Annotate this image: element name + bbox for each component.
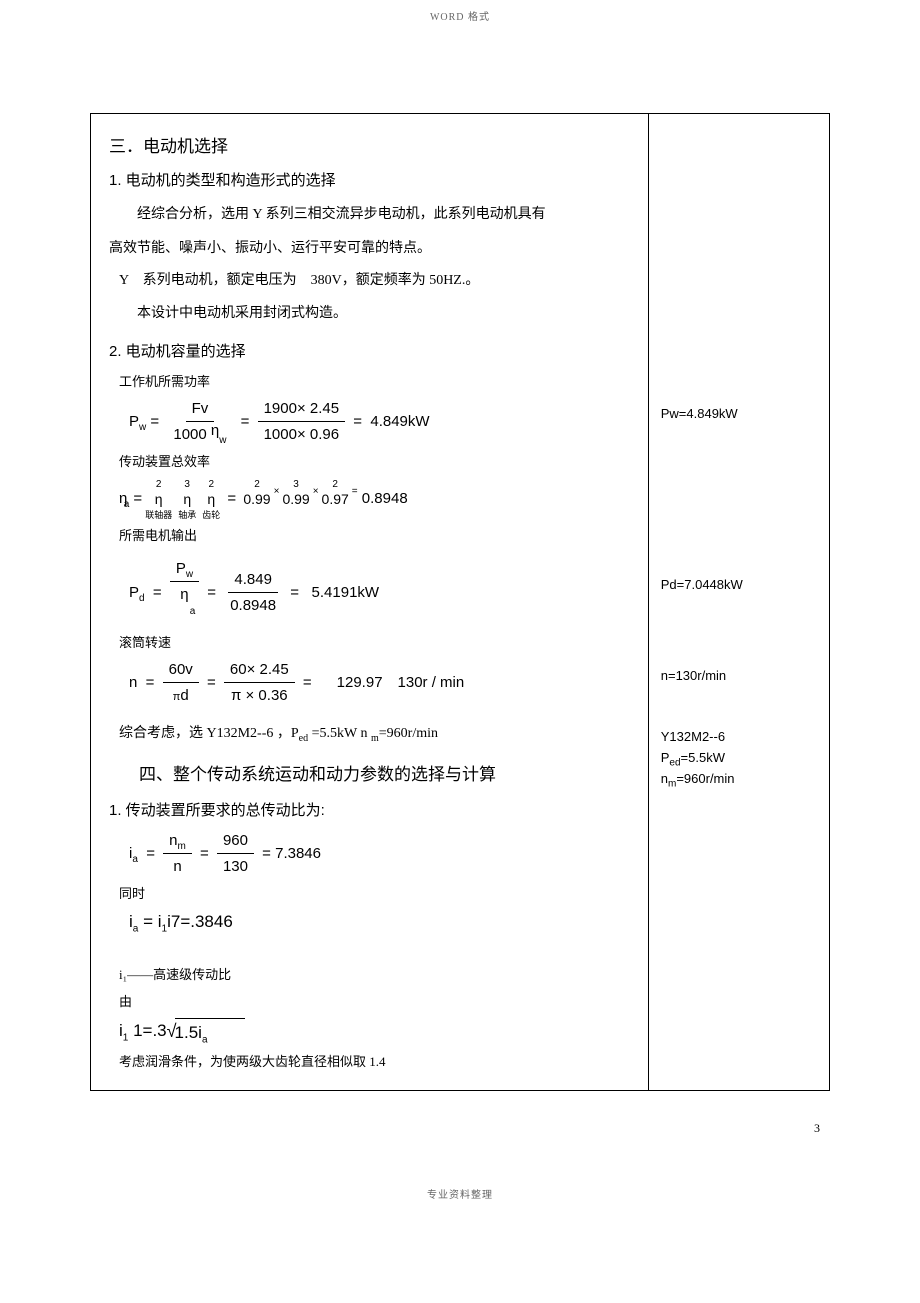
main-content-cell: 三．电动机选择 1. 电动机的类型和构造形式的选择 经综合分析，选用 Y 系列三…	[91, 114, 649, 1091]
s3s1-p2: 高效节能、噪声小、振动小、运行平安可靠的特点。	[109, 235, 630, 263]
section3-sub1-heading: 1. 电动机的类型和构造形式的选择	[109, 169, 630, 190]
formula-n: n = 60v πd = 60× 2.45 π × 0.36 =	[129, 659, 630, 706]
pw-lhs: Pw	[129, 411, 146, 432]
note-same: 同时	[119, 883, 630, 902]
ia-frac1-num: nm	[163, 830, 192, 854]
eta-result: 0.8948	[362, 488, 408, 509]
page: WORD 格式 三．电动机选择 1. 电动机的类型和构造形式的选择 经综合分析，…	[0, 0, 920, 1201]
side-pw: Pw=4.849kW	[661, 406, 821, 421]
pw-frac1-den: 1000 ηw	[167, 422, 232, 445]
note-you: 由	[119, 991, 630, 1010]
s3s1-p1: 经综合分析，选用 Y 系列三相交流异步电动机，此系列电动机具有	[109, 200, 630, 231]
side-ped: Ped=5.5kW	[661, 750, 821, 765]
ia-lhs: ia	[129, 843, 138, 864]
n-result: 129.97 130r / min	[337, 672, 465, 693]
pw-result: 4.849kW	[370, 411, 429, 432]
pd-frac2-num: 4.849	[228, 569, 278, 593]
side-motor: Y132M2--6	[661, 729, 821, 744]
note-lube: 考虑润滑条件，为使两级大齿轮直径相似取 1.4	[119, 1051, 630, 1070]
n-lhs: n	[129, 672, 137, 693]
ia-frac2-num: 960	[217, 830, 254, 854]
ia-frac1-den: n	[167, 854, 187, 877]
n-frac2-den: π × 0.36	[225, 683, 294, 706]
formula-iai1i2: ia = i1i7=.3846	[129, 910, 630, 934]
page-number: 3	[0, 1121, 820, 1136]
n-frac2-num: 60× 2.45	[224, 659, 295, 683]
note-eta: 传动装置总效率	[119, 451, 630, 470]
section4-sub1-heading: 1. 传动装置所要求的总传动比为:	[109, 799, 630, 820]
formula-ia: ia = nm n = 960 130 = 7.3846	[129, 830, 630, 877]
section4-title: 四、整个传动系统运动和动力参数的选择与计算	[139, 760, 630, 785]
s3s1-p3: Y 系列电动机，额定电压为 380V，额定频率为 50HZ.。	[119, 267, 630, 295]
section3-title: 三．电动机选择	[109, 132, 630, 157]
note-i1: i₁——高速级传动比	[119, 964, 630, 983]
formula-pd: Pd = Pw ηa = 4.849 0.8948 = 5.4191k	[129, 558, 630, 626]
pd-result: 5.4191kW	[312, 582, 380, 603]
eta-lhs: η a	[119, 488, 129, 509]
note-output: 所需电机输出	[119, 525, 630, 544]
note-work: 工作机所需功率	[119, 371, 630, 390]
pd-frac2-den: 0.8948	[224, 593, 282, 616]
n-frac1-num: 60v	[163, 659, 199, 683]
side-content-cell: Pw=4.849kW Pd=7.0448kW n=130r/min Y132M2…	[648, 114, 829, 1091]
page-footer: 专业资料整理	[0, 1186, 920, 1201]
pw-frac2-den: 1000× 0.96	[258, 422, 346, 445]
side-pd: Pd=7.0448kW	[661, 577, 821, 592]
motor-conclusion: 综合考虑，选 Y132M2--6 ，Ped =5.5kW n m=960r/mi…	[119, 722, 630, 742]
ia-frac2-den: 130	[217, 854, 254, 877]
note-drum: 滚筒转速	[119, 632, 630, 651]
section3-sub2-heading: 2. 电动机容量的选择	[109, 340, 630, 361]
s3s1-p4: 本设计中电动机采用封闭式构造。	[109, 299, 630, 330]
formula-eta: η a = 2η联轴器 3η轴承 2η齿轮 = 20.99 × 30.99 × …	[119, 478, 630, 520]
ia-result: 7.3846	[275, 843, 321, 864]
formula-pw: Pw = Fv 1000 ηw = 1900× 2.45 1000× 0.96 …	[129, 398, 630, 445]
main-table: 三．电动机选择 1. 电动机的类型和构造形式的选择 经综合分析，选用 Y 系列三…	[90, 113, 830, 1091]
pw-frac2-num: 1900× 2.45	[258, 398, 346, 422]
pd-lhs: Pd	[129, 582, 145, 603]
formula-i1sqrt: i1 1=.3 √ 1.5ia	[119, 1018, 630, 1045]
pd-frac1-den: ηa	[174, 582, 194, 626]
pw-frac1-num: Fv	[186, 398, 215, 422]
n-frac1-den: πd	[167, 683, 195, 706]
side-nm: nm=960r/min	[661, 771, 821, 786]
side-n: n=130r/min	[661, 668, 821, 683]
pd-frac1-num: Pw	[170, 558, 199, 582]
page-header: WORD 格式	[0, 0, 920, 23]
